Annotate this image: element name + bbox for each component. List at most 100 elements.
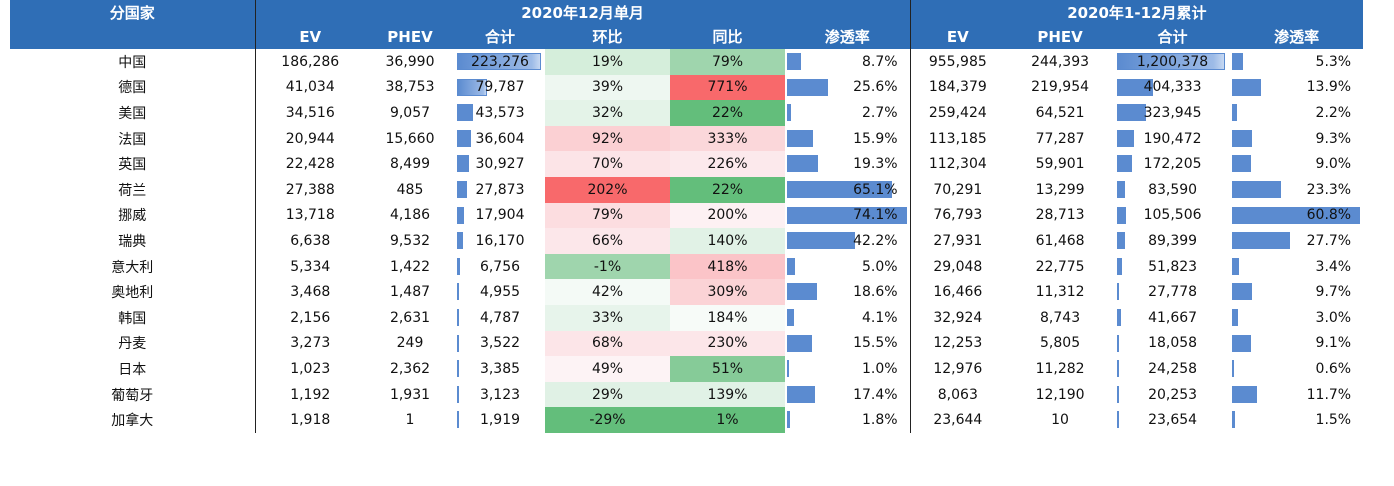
pen-databar [787,78,828,96]
pen-cell: 25.6% [785,75,910,101]
ev_y-value: 12,253 [933,335,983,352]
pen-databar [787,232,855,250]
ev_y-cell: 113,185 [909,125,1006,152]
col-penetration: 渗透率 [785,24,911,49]
ev_y-cell: 184,379 [909,74,1006,101]
phev-value: 9,057 [389,104,431,121]
total_y-value: 83,590 [1148,181,1198,198]
pen_y-cell: 27.7% [1230,228,1363,254]
pen-databar [787,308,794,326]
total_y-cell: 20,253 [1115,382,1230,408]
ev-value: 5,334 [290,258,331,275]
table-row: 加拿大 1,918 1 1,919 -29% 1% 1.8% 23,644 10 23,654 1.… [10,407,1363,433]
ev-cell: 5,334 [254,253,365,280]
country-cell: 日本 [10,356,255,382]
pen_y-value: 1.5% [1315,412,1352,429]
pen-databar [787,206,907,224]
col-total-ytd: 合计 [1115,24,1231,49]
col-phev-ytd: PHEV [1005,24,1116,49]
ev_y-cell: 27,931 [909,228,1006,254]
total-cell: 6,756 [455,254,545,280]
phev_y-value: 11,282 [1035,360,1085,377]
col-yoy: 同比 [670,24,785,49]
pen-databar [787,334,812,352]
total_y-cell: 23,654 [1115,407,1230,433]
country-cell: 法国 [10,126,255,152]
total_y-databar [1117,180,1126,198]
yoy-cell: 200% [670,202,785,229]
pen_y-cell: 3.4% [1230,254,1363,280]
table-row: 德国 41,034 38,753 79,787 39% 771% 25.6% 184,379 2… [10,74,1363,101]
phev-value: 1 [405,412,415,429]
total-value: 1,919 [479,412,521,429]
total_y-databar [1117,53,1226,70]
total-value: 36,604 [475,130,525,147]
ev_y-cell: 16,466 [909,279,1006,305]
pen_y-value: 9.7% [1315,284,1352,301]
pen_y-cell: 13.9% [1230,75,1363,101]
total_y-databar [1117,104,1147,122]
pen_y-databar [1232,78,1262,96]
country-cell: 意大利 [10,254,255,280]
phev-cell: 1 [365,407,455,433]
total_y-cell: 404,333 [1115,75,1230,101]
ev-value: 22,428 [285,156,335,173]
mom-cell: -1% [545,253,670,280]
table-body: 中国 186,286 36,990 223,276 19% 79% 8.7% 955,985 2… [10,49,1363,433]
pen_y-databar [1232,308,1239,326]
ev-sales-table-container: 分国家 2020年12月单月 2020年1-12月累计 EV PHEV 合计 环… [10,0,1364,433]
country-value: 韩国 [118,310,147,327]
ev_y-value: 29,048 [933,258,983,275]
country-cell: 英国 [10,151,255,177]
dec-group-header: 2020年12月单月 [254,0,911,24]
total-cell: 3,385 [455,356,545,382]
total_y-value: 23,654 [1148,412,1198,429]
total_y-cell: 18,058 [1115,331,1230,357]
table-row: 奥地利 3,468 1,487 4,955 42% 309% 18.6% 16,466 11,3… [10,279,1363,305]
phev_y-cell: 5,805 [1005,331,1115,357]
ev-cell: 6,638 [254,228,365,254]
pen-value: 15.9% [853,130,898,147]
total-databar [457,283,459,301]
total_y-value: 51,823 [1148,258,1198,275]
ev_y-value: 8,063 [937,386,978,403]
pen_y-value: 5.3% [1315,53,1352,70]
total-cell: 3,522 [455,331,545,357]
phev_y-value: 22,775 [1035,258,1085,275]
col-phev: PHEV [365,24,455,49]
total_y-cell: 83,590 [1115,177,1230,203]
pen-value: 18.6% [853,284,898,301]
phev-cell: 1,422 [365,254,455,280]
total-cell: 16,170 [455,228,545,254]
country-cell: 葡萄牙 [10,382,255,408]
total-databar [457,360,459,378]
pen-databar [787,104,791,122]
total-value: 16,170 [475,232,525,249]
yoy-value: 418% [707,258,748,275]
total-value: 30,927 [475,156,525,173]
phev-value: 1,422 [389,258,431,275]
mom-value: 79% [591,207,624,224]
pen_y-databar [1232,180,1282,198]
phev_y-value: 11,312 [1035,284,1085,301]
mom-cell: 49% [545,356,670,382]
pen_y-databar [1232,232,1291,250]
ev-value: 34,516 [285,104,335,121]
pen-cell: 65.1% [785,177,910,203]
pen_y-databar [1232,104,1238,122]
mom-value: 70% [591,156,624,173]
mom-value: 68% [591,335,624,352]
total_y-databar [1117,411,1120,429]
total-value: 17,904 [475,207,525,224]
yoy-cell: 771% [670,74,785,101]
mom-cell: 42% [545,279,670,305]
country-header-blank [10,24,255,49]
phev-value: 2,631 [389,309,431,326]
phev_y-cell: 10 [1005,407,1115,433]
pen_y-cell: 0.6% [1230,356,1363,382]
country-value: 葡萄牙 [111,387,154,404]
country-header: 分国家 [10,0,255,24]
ev_y-cell: 70,291 [909,176,1006,203]
ev_y-value: 32,924 [933,309,983,326]
yoy-value: 139% [707,386,748,403]
